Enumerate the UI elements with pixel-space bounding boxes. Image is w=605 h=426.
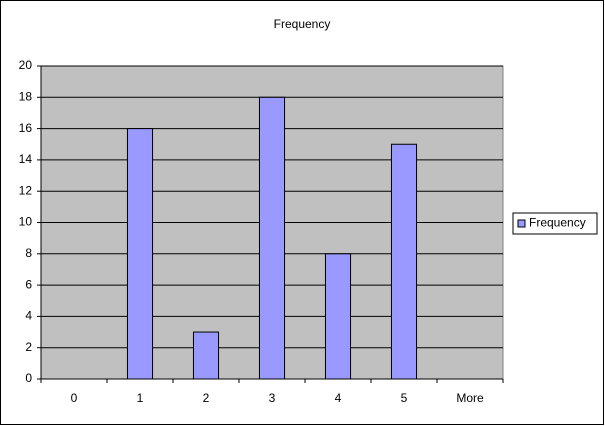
bar [258,96,286,380]
bar [324,253,352,380]
y-tick-label: 10 [19,215,33,229]
y-tick-label: 12 [19,183,33,197]
legend-label: Frequency [529,216,586,230]
x-tick-label: 4 [335,391,342,405]
legend-box [512,212,598,235]
y-tick-label: 20 [19,58,33,72]
y-tick-label: 8 [25,246,32,260]
y-tick-label: 0 [25,371,32,385]
y-tick-label: 18 [19,89,33,103]
y-tick-label: 14 [19,152,33,166]
x-tick-label: 5 [401,391,408,405]
x-tick-label: 3 [269,391,276,405]
bar [192,331,220,380]
x-tick-label: 1 [137,391,144,405]
x-tick-label: More [456,391,484,405]
x-tick-label: 2 [203,391,210,405]
chart-title: Frequency [274,17,331,31]
bar [390,143,418,380]
y-tick-label: 2 [25,340,32,354]
legend-swatch [517,219,526,228]
bar [126,128,154,380]
y-tick-label: 4 [25,309,32,323]
x-tick-label: 0 [71,391,78,405]
y-tick-label: 16 [19,121,33,135]
y-tick-label: 6 [25,277,32,291]
